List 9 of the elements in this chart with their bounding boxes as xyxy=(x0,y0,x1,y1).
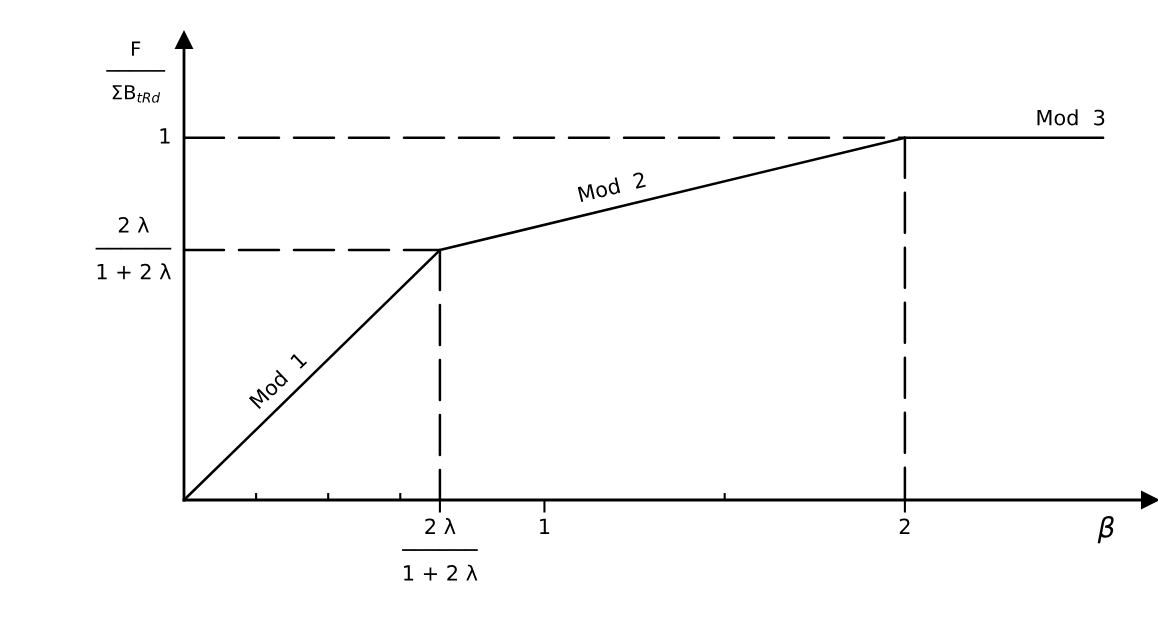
x-tick-label: 1 xyxy=(540,518,550,534)
x-tick-label: 2 xyxy=(899,518,910,534)
annotation: Mod 3 xyxy=(1037,109,1105,126)
annotation: 2 λ ────── 1 + 2 λ xyxy=(95,216,172,280)
x-axis-title: β xyxy=(1097,516,1114,544)
annotation: 1 xyxy=(160,128,170,144)
y-axis-title: F ───── ΣB$_{tRd}$ xyxy=(106,41,166,103)
x-tick-label: 2 λ ────── 1 + 2 λ xyxy=(402,518,478,581)
annotation: Mod 2 xyxy=(577,171,646,203)
